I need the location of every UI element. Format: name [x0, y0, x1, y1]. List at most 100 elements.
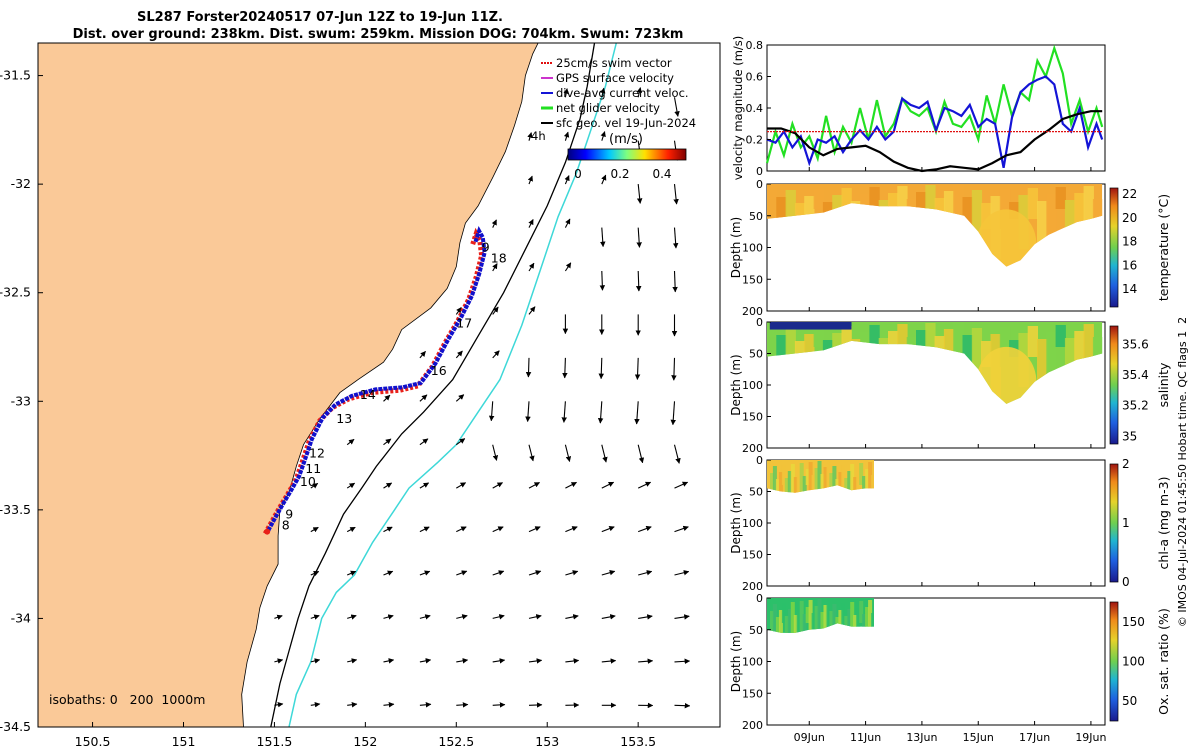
current-arrow	[492, 350, 500, 359]
section-cell	[793, 477, 798, 493]
current-arrow	[455, 394, 465, 402]
current-arrow	[674, 702, 691, 709]
vel-y-tick-label: 0.2	[746, 134, 764, 147]
current-arrow	[274, 702, 284, 708]
isobath-label: isobaths: 0 200 1000m	[49, 692, 205, 707]
section-cell	[1027, 326, 1038, 357]
current-arrow	[671, 357, 677, 381]
section-cell	[767, 460, 771, 475]
current-arrow	[347, 658, 358, 664]
sec-y-tick-label: 150	[742, 549, 763, 562]
section-cell	[817, 461, 822, 493]
current-arrow	[492, 570, 505, 576]
section-ylabel: Depth (m)	[729, 631, 743, 692]
date-tick-label: 15Jun	[963, 731, 994, 744]
colorbar-tick-1: 0.2	[610, 167, 629, 181]
colorbar-tick-label: 50	[1122, 694, 1137, 708]
section-cell	[802, 476, 807, 493]
current-arrow	[601, 614, 616, 620]
section-field	[767, 460, 874, 493]
current-arrow	[310, 701, 321, 708]
title-line-2: Dist. over ground: 238km. Dist. swum: 25…	[73, 27, 684, 42]
current-arrow	[674, 614, 690, 620]
section-cell	[823, 467, 828, 493]
current-arrow	[601, 481, 615, 489]
map-y-tick-label: -34	[11, 610, 31, 625]
current-arrow	[528, 614, 542, 620]
current-arrow	[563, 131, 570, 141]
section-cell	[826, 598, 831, 633]
day-label: 14	[360, 387, 376, 402]
current-arrow	[564, 262, 572, 272]
land-area	[38, 43, 539, 727]
section-cell	[775, 617, 780, 633]
section-cell	[853, 615, 858, 633]
chlorophyll-panel: 0 50 100 150 200 Depth (m) 2 1 0 chl-a (mg m-3)	[729, 454, 1171, 593]
section-cell	[865, 469, 870, 493]
current-arrow	[674, 481, 689, 489]
sec-y-tick-label: 0	[756, 178, 763, 191]
section-cell	[796, 470, 801, 493]
isobath-1000m	[288, 43, 618, 727]
section-ylabel: Depth (m)	[729, 217, 743, 278]
map-x-tick-label: 150.5	[75, 734, 111, 749]
section-cell	[787, 609, 792, 633]
current-arrow	[637, 444, 645, 464]
sec-y-tick-label: 100	[742, 517, 763, 530]
day-label: 8	[282, 517, 290, 532]
colorbar-tick-label: 20	[1122, 211, 1137, 225]
current-arrow	[672, 270, 678, 293]
section-cell	[934, 198, 945, 219]
current-arrow	[310, 526, 319, 533]
colorbar-tick-label: 14	[1122, 282, 1137, 296]
section-cell	[772, 604, 777, 633]
map-legend: 25cm/s swim vector GPS surface velocity …	[531, 56, 696, 181]
day-label: 12	[309, 446, 325, 461]
colorbar-label: Ox. sat. ratio (%)	[1156, 608, 1171, 715]
colorbar-tick-2: 0.4	[652, 167, 671, 181]
current-arrow	[419, 438, 429, 446]
current-arrow	[528, 219, 534, 228]
section-colorbar	[1109, 601, 1119, 722]
section-cell	[999, 189, 1011, 229]
current-arrow	[673, 184, 679, 205]
section-cell	[829, 611, 834, 633]
colorbar-tick-label: 16	[1122, 258, 1137, 272]
legend-swim-vector: 25cm/s swim vector	[556, 56, 672, 70]
current-arrow	[565, 658, 580, 664]
sec-y-tick-label: 150	[742, 273, 763, 286]
day-label: 11	[305, 461, 321, 476]
current-arrow	[383, 526, 393, 533]
sec-y-tick-label: 50	[749, 624, 763, 637]
current-arrow	[528, 702, 543, 708]
section-cell	[778, 610, 783, 633]
current-arrow	[419, 658, 432, 664]
current-arrow	[383, 570, 394, 576]
map-x-tick-label: 152.5	[438, 734, 474, 749]
current-arrow	[601, 444, 608, 463]
section-cell	[838, 472, 843, 493]
isobath-200m	[270, 43, 596, 727]
section-cell	[787, 471, 792, 493]
section-cell	[859, 463, 864, 485]
current-arrow	[528, 526, 541, 533]
section-cell	[767, 184, 778, 199]
vel-y-tick-label: 0.6	[746, 71, 764, 84]
sec-y-tick-label: 50	[749, 348, 763, 361]
temperature-panel: 0 50 100 150 200 Depth (m) 22 20 18 16 14 temperatu…	[729, 178, 1171, 318]
section-cell	[829, 473, 834, 493]
current-arrow	[456, 570, 468, 576]
section-cell	[826, 460, 831, 493]
velocity-series-black	[767, 110, 1103, 173]
day-label: 18	[491, 250, 507, 265]
current-arrow	[636, 227, 642, 248]
sec-y-tick-label: 0	[756, 454, 763, 467]
section-cell	[981, 341, 992, 367]
sec-y-tick-label: 150	[742, 411, 763, 424]
day-label: 9	[285, 507, 293, 522]
sec-y-tick-label: 150	[742, 687, 763, 700]
section-cell	[778, 472, 783, 493]
current-arrow	[456, 482, 467, 489]
